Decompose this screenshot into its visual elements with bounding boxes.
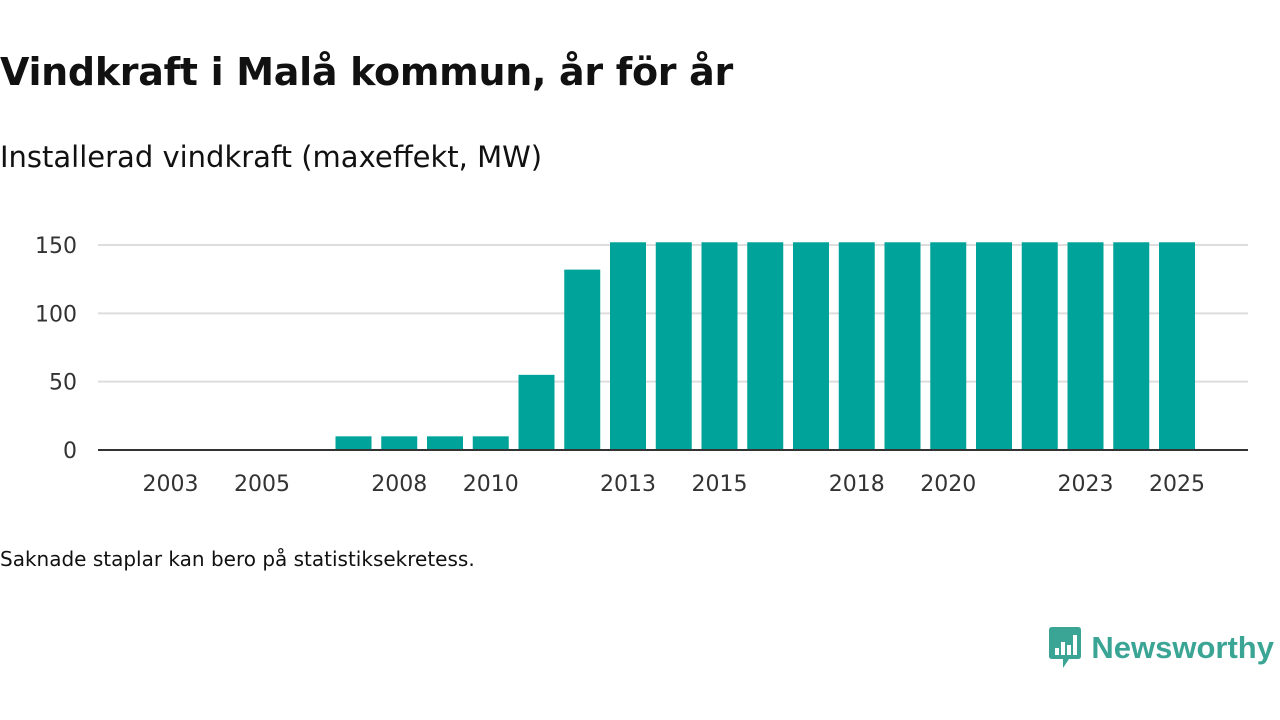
bar-2009[interactable] xyxy=(427,436,463,450)
bar-2023[interactable] xyxy=(1067,242,1104,450)
x-tick-label-2003: 2003 xyxy=(143,472,199,497)
bar-2015[interactable] xyxy=(701,242,738,450)
x-tick-label-2023: 2023 xyxy=(1058,472,1114,497)
y-tick-label: 150 xyxy=(35,234,77,259)
bar-2019[interactable] xyxy=(884,242,921,450)
x-tick-label-2018: 2018 xyxy=(829,472,885,497)
y-tick-label: 0 xyxy=(63,439,77,464)
y-tick-label: 100 xyxy=(35,302,77,327)
bar-2013[interactable] xyxy=(610,242,646,450)
chart-title: Vindkraft i Malå kommun, år för år xyxy=(0,50,733,94)
x-tick-label-2005: 2005 xyxy=(234,472,290,497)
bar-2017[interactable] xyxy=(793,242,829,450)
x-tick-label-2025: 2025 xyxy=(1149,472,1205,497)
bar-chart-speech-bubble-icon xyxy=(1049,627,1082,668)
bar-2011[interactable] xyxy=(518,374,555,450)
x-tick-label-2013: 2013 xyxy=(600,472,656,497)
footnote: Saknade staplar kan bero på statistiksek… xyxy=(0,547,475,571)
bars xyxy=(335,242,1195,450)
brand-logo[interactable]: Newsworthy xyxy=(1047,626,1274,670)
bar-2018[interactable] xyxy=(838,242,875,450)
axes: 0 50 100 150 2003 2005 2008 2010 2013 2015 2018 202… xyxy=(35,234,1248,497)
bar-2012[interactable] xyxy=(564,269,601,450)
x-tick-label-2015: 2015 xyxy=(692,472,748,497)
x-tick-label-2010: 2010 xyxy=(463,472,519,497)
bar-2022[interactable] xyxy=(1021,242,1058,450)
bar-2021[interactable] xyxy=(976,242,1012,450)
bar-chart: 0 50 100 150 2003 2005 2008 2010 2013 2015 2018 202… xyxy=(35,234,1248,497)
bar-2008[interactable] xyxy=(381,436,418,450)
bar-2010[interactable] xyxy=(472,436,509,450)
bar-2016[interactable] xyxy=(747,242,784,450)
y-tick-label: 50 xyxy=(49,371,77,396)
bar-2007[interactable] xyxy=(335,436,372,450)
x-tick-label-2020: 2020 xyxy=(920,472,976,497)
brand-name: Newsworthy xyxy=(1091,630,1274,665)
bar-2024[interactable] xyxy=(1113,242,1150,450)
x-tick-label-2008: 2008 xyxy=(371,472,427,497)
bar-2025[interactable] xyxy=(1159,242,1195,450)
bar-2020[interactable] xyxy=(930,242,967,450)
chart-subtitle: Installerad vindkraft (maxeffekt, MW) xyxy=(0,140,543,174)
bar-2014[interactable] xyxy=(655,242,692,450)
